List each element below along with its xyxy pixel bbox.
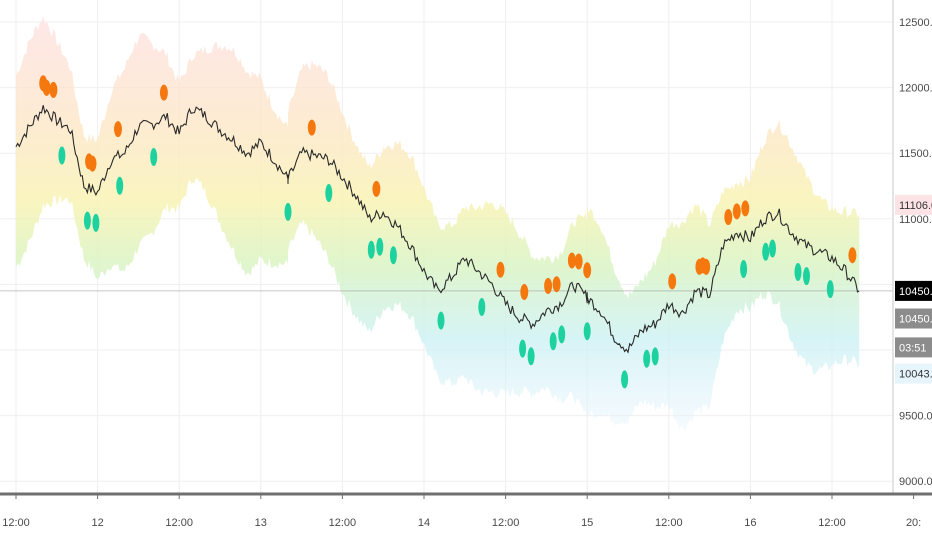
- sell-signal-marker: [724, 209, 733, 226]
- buy-signal-marker: [367, 240, 375, 259]
- price-badges: 11106.0 10450.5 10450.5 03:51 10043.0: [895, 194, 932, 384]
- time-tick-label: 12:00: [655, 517, 683, 529]
- sell-signal-marker: [583, 262, 592, 279]
- buy-signal-marker: [794, 263, 802, 282]
- time-tick-label: 12:00: [818, 517, 846, 529]
- buy-signal-marker: [92, 213, 100, 232]
- price-tick-label: 11000.0: [899, 214, 932, 226]
- price-tick-label: 9000.0: [899, 476, 932, 488]
- time-tick-label: 12:00: [165, 517, 193, 529]
- time-tick-label: 15: [581, 517, 593, 529]
- buy-signal-marker: [651, 347, 659, 366]
- time-tick-label: 13: [255, 517, 267, 529]
- price-badge-label: 03:51: [899, 342, 927, 354]
- time-tick-label: 12: [91, 517, 103, 529]
- sell-signal-marker: [741, 200, 750, 217]
- sell-signal-marker: [552, 276, 561, 293]
- buy-signal-marker: [376, 237, 384, 256]
- price-badge: [895, 337, 932, 358]
- sell-signal-marker: [520, 284, 529, 301]
- buy-signal-marker: [583, 322, 591, 341]
- buy-signal-marker: [389, 246, 397, 265]
- buy-signal-marker: [58, 146, 66, 165]
- buy-signal-marker: [437, 311, 445, 330]
- price-badge-label: 10043.0: [899, 369, 932, 381]
- price-badge: [895, 308, 932, 329]
- buy-signal-marker: [740, 260, 748, 279]
- sell-signal-marker: [848, 247, 857, 264]
- price-badge: [895, 194, 932, 215]
- sell-signal-marker: [114, 121, 122, 138]
- buy-signal-marker: [769, 239, 776, 258]
- buy-signal-marker: [116, 176, 124, 195]
- price-axis-background[interactable]: [893, 0, 932, 494]
- price-tick-label: 12500.0: [899, 17, 932, 29]
- buy-signal-marker: [519, 339, 527, 358]
- price-badge-label: 10450.5: [899, 314, 932, 326]
- sell-signal-marker: [544, 277, 553, 294]
- time-tick-label: 16: [744, 517, 756, 529]
- price-badge-label: 11106.0: [899, 200, 932, 212]
- sell-signal-marker: [88, 155, 97, 172]
- buy-signal-marker: [643, 349, 651, 368]
- buy-signal-marker: [558, 325, 566, 344]
- buy-signal-marker: [325, 184, 333, 203]
- indicator-ribbon: [16, 15, 860, 432]
- price-line: [15, 105, 860, 354]
- sell-signal-marker: [574, 253, 583, 270]
- price-tick-label: 11500.0: [899, 148, 932, 160]
- sell-signal-marker: [42, 79, 51, 96]
- buy-signal-marker: [549, 332, 557, 351]
- sell-signal-marker: [307, 119, 316, 136]
- sell-signal-marker: [49, 81, 58, 98]
- price-tick-label: 9500.0: [899, 411, 932, 423]
- buy-signal-marker: [621, 370, 629, 389]
- sell-signal-marker: [496, 261, 505, 278]
- sell-signal-marker: [732, 203, 741, 220]
- sell-signal-marker: [702, 258, 711, 275]
- buy-signal-marker: [83, 211, 91, 230]
- time-tick-label: 12:00: [492, 517, 520, 529]
- price-series: [15, 105, 860, 354]
- price-badge-label: 10450.5: [899, 286, 932, 298]
- price-tick-label: 12000.0: [899, 83, 932, 95]
- time-tick-label: 20:: [906, 517, 921, 529]
- signal-markers: [39, 75, 857, 389]
- buy-signal-marker: [284, 202, 292, 221]
- sell-signal-marker: [567, 252, 576, 269]
- time-tick-label: 12:00: [329, 517, 357, 529]
- buy-signal-marker: [826, 280, 834, 299]
- time-axis[interactable]: 12:00 12 12:00 13 12:00 14 12:00 15 12:00 16 12:00…: [2, 494, 921, 529]
- buy-signal-marker: [762, 242, 770, 261]
- indicator-ribbon-band: [16, 15, 860, 432]
- price-axis[interactable]: 12500.012000.011500.011000.010000.09500.…: [899, 17, 932, 488]
- price-badge: [895, 280, 932, 301]
- buy-signal-marker: [478, 298, 486, 317]
- sell-signal-marker: [668, 273, 677, 290]
- buy-signal-marker: [527, 347, 535, 366]
- time-tick-label: 12:00: [2, 517, 30, 529]
- buy-signal-marker: [150, 147, 158, 166]
- sell-signal-marker: [159, 84, 168, 101]
- price-badge: [895, 363, 932, 384]
- sell-signal-marker: [372, 180, 381, 197]
- buy-signal-marker: [803, 267, 810, 286]
- time-tick-label: 14: [418, 517, 430, 529]
